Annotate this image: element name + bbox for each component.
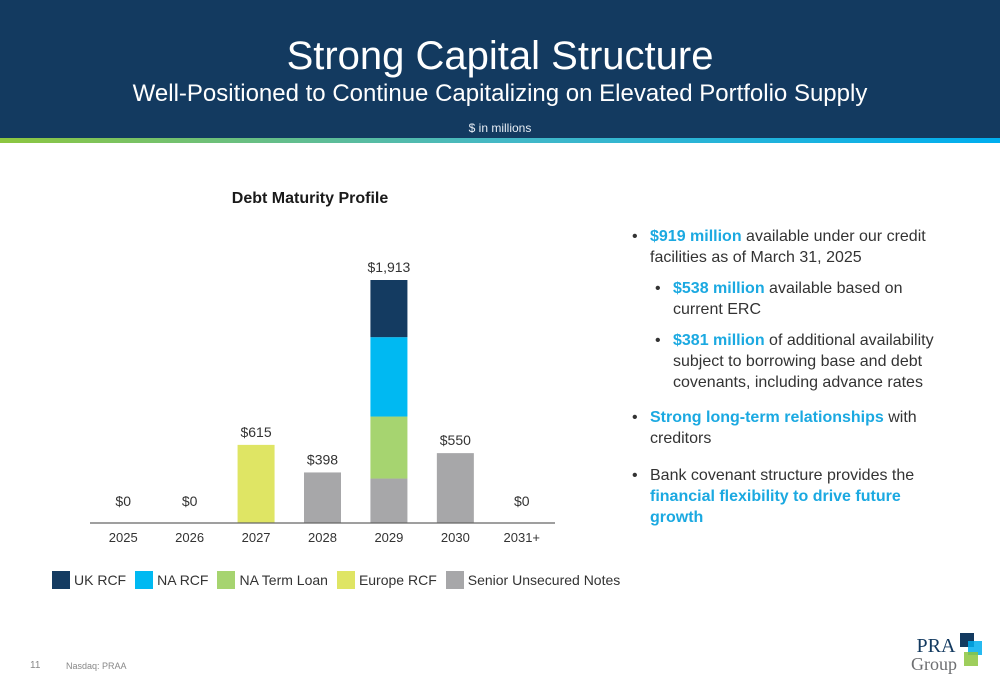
page-number: 11 [30, 660, 41, 671]
bullet-item: $919 million available under our credit … [632, 226, 952, 268]
x-tick-2031plus: 2031+ [504, 530, 541, 545]
bullet-text: Bank covenant structure provides the [650, 467, 915, 484]
total-label-2028: $398 [307, 451, 338, 467]
bullet-highlight: $538 million [673, 280, 765, 297]
x-tick-2030: 2030 [441, 530, 470, 545]
legend-swatch [135, 571, 154, 589]
logo-square-blue [968, 641, 982, 655]
legend-label: Europe RCF [358, 572, 437, 588]
bar-senior-unsecured-notes-2029 [370, 478, 408, 523]
bullet-highlight: $381 million [673, 332, 765, 349]
slide-subtitle: Well-Positioned to Continue Capitalizing… [132, 80, 868, 107]
bar-na-term-loan-2029 [370, 416, 408, 479]
x-tick-2025: 2025 [109, 530, 138, 545]
total-label-2026: $0 [182, 493, 198, 509]
sub-bullet-item: $538 million available based on current … [655, 278, 952, 320]
chart-legend: UK RCF NA RCF NA Term Loan Europe RCF Senior… [52, 571, 629, 589]
legend-item-na-term-loan: NA Term Loan [217, 571, 328, 589]
bullet-text: available under our credit facilities as… [650, 228, 926, 266]
logo-text-pra: PRA [917, 635, 956, 657]
bullet-text: of additional availability subject to bo… [673, 332, 934, 391]
bullet-text: available based on current ERC [673, 280, 903, 318]
chart-title: Debt Maturity Profile [231, 190, 389, 207]
bullet-highlight: $919 million [650, 228, 742, 245]
bullet-highlight: Strong long-term relationships [650, 409, 884, 426]
bullet-item: Strong long-term relationships with cred… [632, 407, 952, 449]
total-label-2027: $615 [240, 424, 271, 440]
legend-label: UK RCF [74, 572, 127, 588]
legend-label: Senior Unsecured Notes [467, 572, 621, 588]
accent-gradient-bar [0, 138, 1000, 143]
legend-item-europe-rcf: Europe RCF [336, 571, 437, 589]
total-label-2030: $550 [440, 432, 471, 448]
x-tick-2029: 2029 [374, 530, 403, 545]
total-label-2029: $1,913 [368, 259, 411, 275]
x-tick-2026: 2026 [175, 530, 204, 545]
slide-title: Strong Capital Structure [286, 34, 714, 78]
bar-uk-rcf-2029 [370, 280, 408, 338]
total-label-2031plus: $0 [514, 493, 530, 509]
key-points-list: $919 million available under our credit … [632, 226, 952, 528]
x-tick-2028: 2028 [308, 530, 337, 545]
debt-maturity-chart: $0 2025 $0 2026 $615 2027 $398 2028 $1,913 2029 $5… [90, 259, 555, 545]
legend-swatch [445, 571, 464, 589]
legend-item-senior-unsecured-notes: Senior Unsecured Notes [445, 571, 621, 589]
bar-senior-unsecured-notes-2030 [436, 453, 474, 523]
slide-header: Strong Capital Structure Well-Positioned… [0, 0, 1000, 138]
legend-swatch [52, 571, 70, 589]
bullet-item: Bank covenant structure provides the fin… [632, 465, 952, 528]
bar-na-rcf-2029 [370, 337, 408, 417]
legend-item-uk-rcf: UK RCF [52, 571, 126, 589]
ticker-note: Nasdaq: PRAA [66, 661, 127, 671]
units-note: $ in millions [468, 121, 532, 135]
legend-label: NA RCF [157, 572, 209, 588]
bullet-text: with creditors [650, 409, 917, 447]
logo-text-group: Group [911, 654, 957, 674]
legend-swatch [217, 571, 236, 589]
x-tick-2027: 2027 [242, 530, 271, 545]
bar-europe-rcf-2027 [237, 444, 275, 523]
legend-swatch [336, 571, 355, 589]
sub-bullet-item: $381 million of additional availability … [655, 330, 952, 393]
legend-label: NA Term Loan [239, 572, 328, 588]
bar-senior-unsecured-notes-2028 [304, 472, 341, 523]
total-label-2025: $0 [115, 493, 131, 509]
legend-item-na-rcf: NA RCF [135, 571, 208, 589]
bullet-highlight: financial flexibility to drive future gr… [650, 488, 901, 526]
pra-group-logo: PRA Group [911, 633, 982, 674]
logo-square-green [964, 652, 978, 666]
